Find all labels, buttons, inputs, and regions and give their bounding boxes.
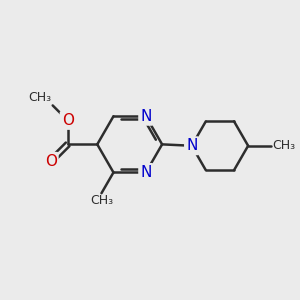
Text: N: N	[186, 138, 197, 153]
Text: CH₃: CH₃	[90, 194, 113, 207]
Text: CH₃: CH₃	[273, 139, 296, 152]
Text: O: O	[45, 154, 57, 169]
Text: CH₃: CH₃	[28, 91, 51, 104]
Text: N: N	[140, 165, 152, 180]
Text: N: N	[140, 109, 152, 124]
Text: O: O	[61, 113, 74, 128]
